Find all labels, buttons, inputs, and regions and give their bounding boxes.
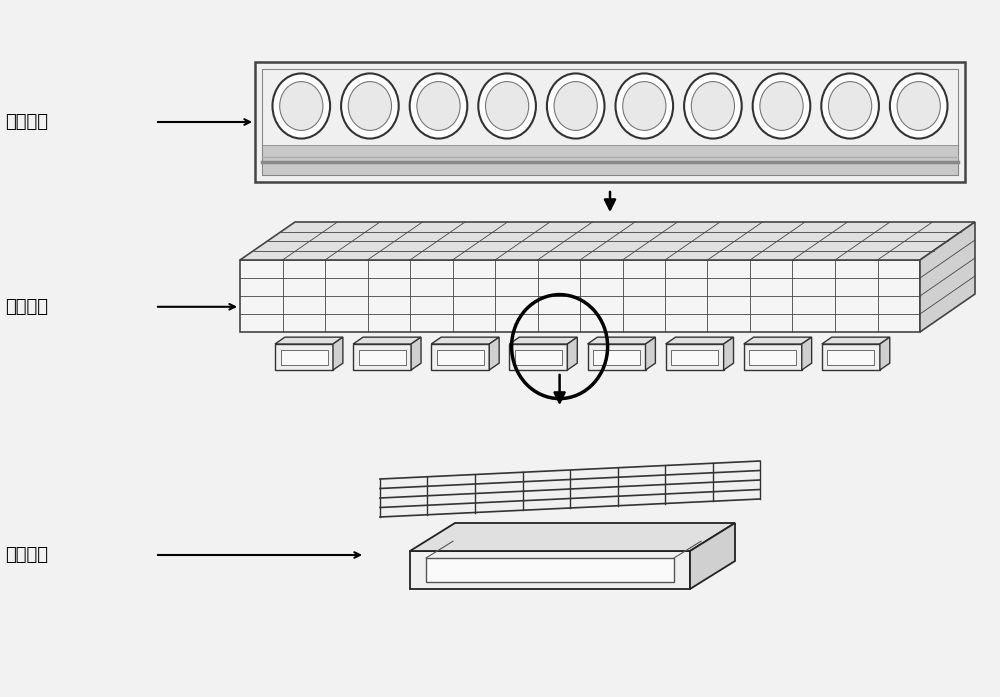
Polygon shape [410, 551, 690, 589]
Polygon shape [567, 337, 577, 370]
Polygon shape [411, 337, 421, 370]
Ellipse shape [554, 82, 597, 130]
Polygon shape [431, 337, 499, 344]
Text: 静压滑座: 静压滑座 [5, 113, 48, 131]
Bar [593, 349, 640, 365]
Polygon shape [744, 344, 802, 370]
Polygon shape [353, 337, 421, 344]
Ellipse shape [485, 82, 529, 130]
Polygon shape [880, 337, 890, 370]
Ellipse shape [890, 73, 948, 139]
Polygon shape [666, 337, 734, 344]
Text: 简化模型: 简化模型 [5, 298, 48, 316]
Ellipse shape [615, 73, 673, 139]
Polygon shape [724, 337, 734, 370]
Bar [262, 145, 958, 175]
Polygon shape [240, 222, 975, 260]
Polygon shape [431, 344, 489, 370]
Ellipse shape [410, 73, 467, 139]
Polygon shape [822, 337, 890, 344]
Ellipse shape [272, 73, 330, 139]
Bar [671, 349, 718, 365]
Bar [359, 349, 406, 365]
Ellipse shape [684, 73, 742, 139]
Ellipse shape [341, 73, 399, 139]
Bar [262, 69, 958, 175]
Bar [426, 558, 674, 582]
Polygon shape [333, 337, 343, 370]
Ellipse shape [760, 82, 803, 130]
Ellipse shape [753, 73, 810, 139]
Polygon shape [802, 337, 812, 370]
Ellipse shape [691, 82, 735, 130]
Polygon shape [588, 344, 646, 370]
Bar [515, 349, 562, 365]
Ellipse shape [478, 73, 536, 139]
Polygon shape [690, 523, 735, 589]
Polygon shape [744, 337, 812, 344]
Bar [255, 62, 965, 182]
Ellipse shape [417, 82, 460, 130]
Ellipse shape [897, 82, 940, 130]
Polygon shape [920, 222, 975, 332]
Ellipse shape [348, 82, 392, 130]
Polygon shape [509, 344, 567, 370]
Polygon shape [353, 344, 411, 370]
Polygon shape [489, 337, 499, 370]
Polygon shape [275, 337, 343, 344]
Polygon shape [509, 337, 577, 344]
Bar [280, 349, 328, 365]
Polygon shape [380, 461, 760, 517]
Polygon shape [410, 523, 735, 551]
Ellipse shape [821, 73, 879, 139]
Polygon shape [275, 344, 333, 370]
Bar [827, 349, 874, 365]
Ellipse shape [547, 73, 605, 139]
Bar [749, 349, 796, 365]
Bar [437, 349, 484, 365]
Polygon shape [240, 260, 920, 332]
Polygon shape [588, 337, 655, 344]
Text: 静压油垫: 静压油垫 [5, 546, 48, 564]
Ellipse shape [623, 82, 666, 130]
Polygon shape [666, 344, 724, 370]
Polygon shape [822, 344, 880, 370]
Ellipse shape [828, 82, 872, 130]
Ellipse shape [280, 82, 323, 130]
Polygon shape [646, 337, 655, 370]
